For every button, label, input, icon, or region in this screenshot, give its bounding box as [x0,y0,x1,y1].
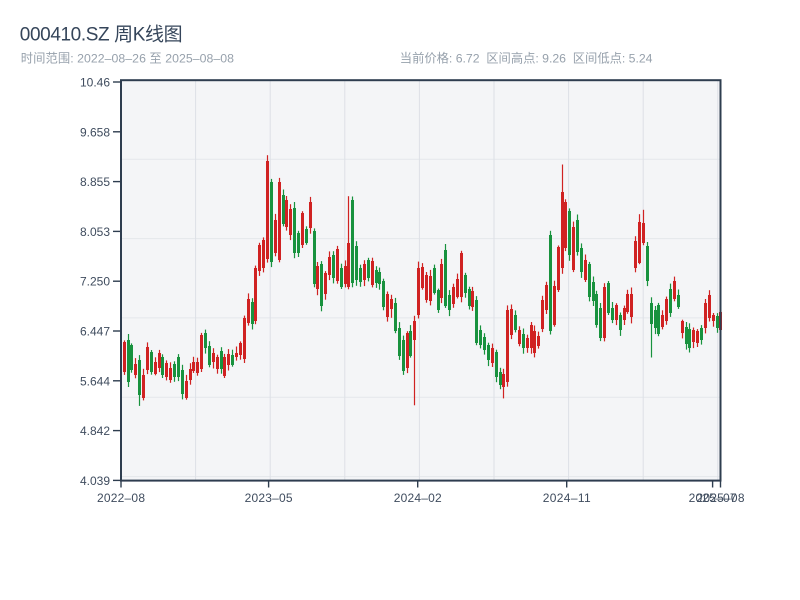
svg-text:2025–08: 2025–08 [697,491,745,505]
svg-text:当前价格: 6.72 区间高点: 9.26 区间低点:: 当前价格: 6.72 区间高点: 9.26 区间低点: 5.24 [400,51,653,66]
svg-text:8.855: 8.855 [80,175,110,189]
svg-text:000410.SZ 周K线图: 000410.SZ 周K线图 [20,23,183,45]
svg-text:2025–07: 2025–07 [689,491,737,505]
svg-text:2022–08: 2022–08 [97,491,145,505]
svg-text:4.039: 4.039 [80,474,110,488]
svg-text:9.658: 9.658 [80,125,110,139]
svg-text:4.842: 4.842 [80,424,110,438]
svg-text:6.447: 6.447 [80,325,110,339]
svg-text:8.053: 8.053 [80,225,110,239]
svg-text:5.644: 5.644 [80,374,110,388]
svg-text:2023–05: 2023–05 [245,491,293,505]
svg-text:时间范围: 2022–08–26 至 2025–08–08: 时间范围: 2022–08–26 至 2025–08–08 [21,52,234,66]
svg-text:2024–02: 2024–02 [394,491,442,505]
svg-text:7.250: 7.250 [80,275,110,289]
svg-text:10.46: 10.46 [80,76,110,90]
svg-text:2024–11: 2024–11 [543,491,591,505]
